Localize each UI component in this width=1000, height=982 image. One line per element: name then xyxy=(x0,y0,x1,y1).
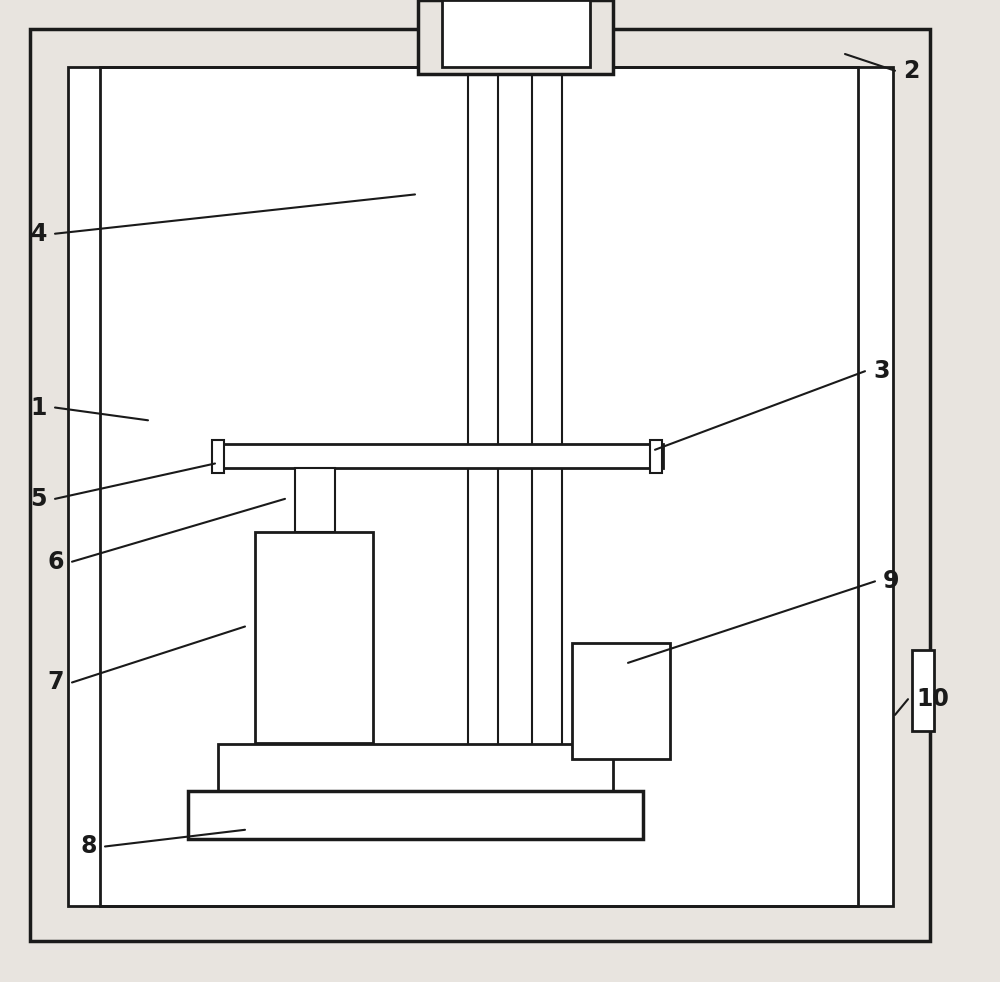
Bar xyxy=(912,650,934,731)
Text: 3: 3 xyxy=(873,359,890,383)
Bar xyxy=(188,791,643,839)
Text: 4: 4 xyxy=(31,222,47,246)
Bar xyxy=(468,67,498,805)
Text: 2: 2 xyxy=(903,59,919,82)
Bar xyxy=(218,744,613,791)
Text: 6: 6 xyxy=(48,550,64,573)
Bar xyxy=(442,0,590,67)
Bar xyxy=(218,444,663,468)
Bar xyxy=(68,67,893,906)
Bar xyxy=(532,67,562,805)
Bar xyxy=(295,468,335,532)
Bar xyxy=(418,0,613,74)
Text: 10: 10 xyxy=(916,687,949,711)
Bar xyxy=(572,643,670,759)
Text: 7: 7 xyxy=(48,671,64,694)
Bar xyxy=(255,532,373,743)
Text: 9: 9 xyxy=(883,570,900,593)
Bar xyxy=(212,440,224,473)
Bar xyxy=(650,440,662,473)
Bar xyxy=(100,67,858,906)
Text: 5: 5 xyxy=(30,487,47,511)
Text: 1: 1 xyxy=(31,396,47,419)
Text: 8: 8 xyxy=(80,835,97,858)
